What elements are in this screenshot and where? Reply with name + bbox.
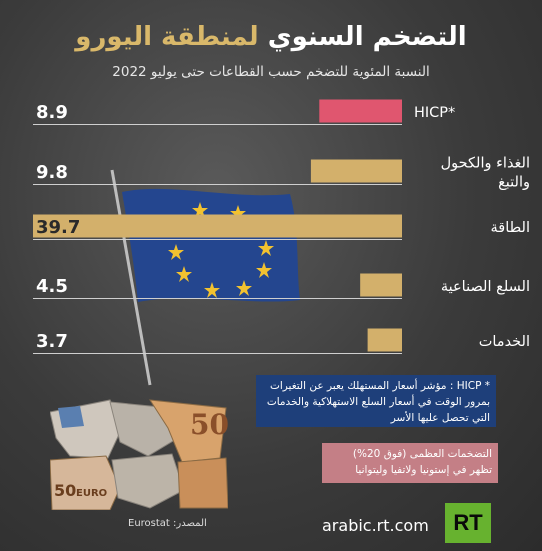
highest-inflation-note: التضخمات العظمى (فوق 20%) تظهر في إستوني… [322,443,498,483]
torn-banknotes-illustration: 50 50 EURO [50,399,228,510]
category-label: الطاقة [491,220,530,236]
category-label-line: السلع الصناعية [441,279,530,295]
flag-stars [168,202,274,298]
banknote-50-top: 50 [190,408,228,441]
category-label-line: الطاقة [491,220,530,236]
note-fragment [58,406,84,428]
bars [33,99,402,352]
bar [360,273,402,297]
category-label: الغذاء والكحول والتبغ [441,156,530,191]
value-labels: 8.9 9.8 39.7 4.5 3.7 [36,102,80,352]
page-title: التضخم السنوي لمنطقة اليورو [0,22,542,52]
category-label: الخدمات [479,334,530,350]
source-credit: المصدر: Eurostat [128,518,207,529]
site-url[interactable]: arabic.rt.com [322,516,429,535]
note-fragment [50,455,121,510]
flag-pole [110,169,152,386]
category-label: HICP* [414,105,455,121]
bar [367,328,402,352]
value-label: 39.7 [36,217,80,238]
note-fragment [111,453,185,509]
axis-lines [33,124,402,354]
value-label: 4.5 [36,276,68,297]
value-label: 8.9 [36,102,68,123]
rt-logo: RT [445,503,491,543]
value-label: 9.8 [36,162,68,183]
banknote-euro: EURO [76,488,107,499]
category-labels: HICP* الغذاء والكحول والتبغ الطاقة السلع الص… [414,105,530,350]
title-part-1: التضخم السنوي [267,22,467,52]
category-label-line: والتبغ [498,175,530,191]
value-label: 3.7 [36,331,68,352]
page-subtitle: النسبة المئوية للتضخم حسب القطاعات حتى ي… [112,64,430,80]
title-part-2: لمنطقة اليورو [75,22,259,52]
banknote-50: 50 [54,481,76,500]
category-label-line: الغذاء والكحول [441,156,530,172]
bar [319,99,402,123]
eu-flag-illustration [110,169,300,386]
note-fragment [177,457,228,509]
hicp-definition-note: * HICP : مؤشر أسعار المستهلك يعبر عن الت… [256,375,496,427]
category-label-line: HICP* [414,105,455,121]
category-label: السلع الصناعية [441,279,530,295]
category-label-line: الخدمات [479,334,530,350]
bar [33,214,402,238]
bar [310,159,402,183]
